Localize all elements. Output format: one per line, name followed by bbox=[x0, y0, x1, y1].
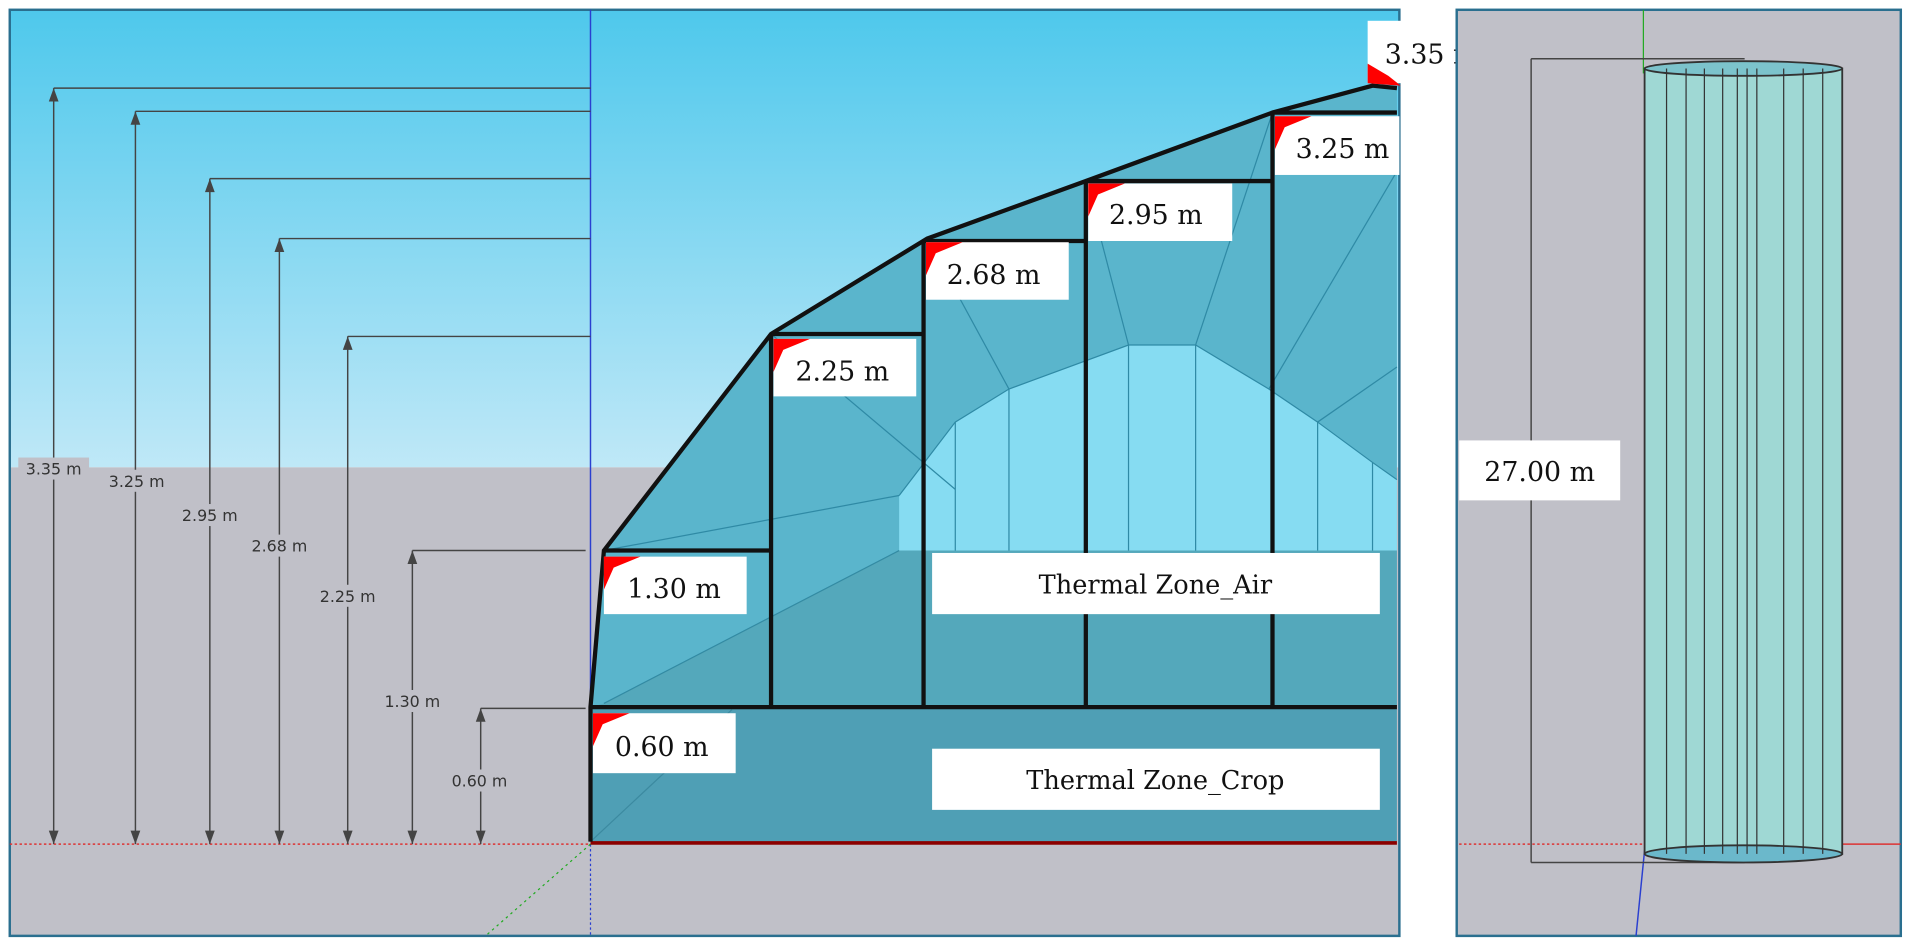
cylinder bbox=[1643, 60, 1844, 864]
dimension-arrows bbox=[48, 88, 486, 845]
svg-text:1.30 m: 1.30 m bbox=[627, 574, 721, 605]
crop-zone-label: Thermal Zone_Crop bbox=[1026, 766, 1284, 796]
air-zone-label: Thermal Zone_Air bbox=[1039, 570, 1273, 600]
zone-labels: Thermal Zone_Air Thermal Zone_Crop bbox=[932, 552, 1380, 810]
frame bbox=[588, 83, 1398, 842]
height-label-1.30: 1.30 m bbox=[603, 556, 747, 615]
dim-label-2.68: 2.68 m bbox=[251, 537, 307, 556]
height-label-3.25: 3.25 m bbox=[1274, 116, 1400, 175]
plan-view: 27.00 m bbox=[1455, 8, 1903, 938]
panel-border bbox=[8, 8, 1401, 938]
dim-label-3.25: 3.25 m bbox=[109, 472, 165, 491]
svg-text:2.25 m: 2.25 m bbox=[795, 356, 889, 387]
length-label-bg bbox=[1459, 440, 1621, 501]
height-label-2.95: 2.95 m bbox=[1088, 183, 1233, 242]
blue-axis bbox=[1635, 850, 1646, 936]
side-elevation-view: 3.35 m 3.25 m 2.95 m 2.68 m 2.25 m 1.30 … bbox=[8, 8, 1526, 938]
length-label: 27.00 m bbox=[1484, 457, 1595, 488]
svg-text:0.60 m: 0.60 m bbox=[615, 732, 709, 763]
green-axis bbox=[485, 843, 591, 937]
svg-text:3.25 m: 3.25 m bbox=[1296, 134, 1390, 165]
height-label-2.25: 2.25 m bbox=[773, 338, 917, 397]
svg-text:2.95 m: 2.95 m bbox=[1109, 200, 1203, 231]
svg-text:2.68 m: 2.68 m bbox=[947, 260, 1041, 291]
dim-label-2.25: 2.25 m bbox=[320, 587, 376, 606]
dim-label-2.95: 2.95 m bbox=[182, 506, 238, 525]
dim-label-1.30: 1.30 m bbox=[384, 692, 440, 711]
dim-label-0.60: 0.60 m bbox=[452, 772, 508, 791]
dim-label-3.35: 3.35 m bbox=[26, 460, 82, 479]
height-label-0.60: 0.60 m bbox=[592, 713, 736, 774]
dimension-labels: 3.35 m 3.25 m 2.95 m 2.68 m 2.25 m 1.30 … bbox=[18, 457, 515, 792]
arch-lines bbox=[603, 112, 1398, 704]
height-label-2.68: 2.68 m bbox=[925, 242, 1069, 300]
